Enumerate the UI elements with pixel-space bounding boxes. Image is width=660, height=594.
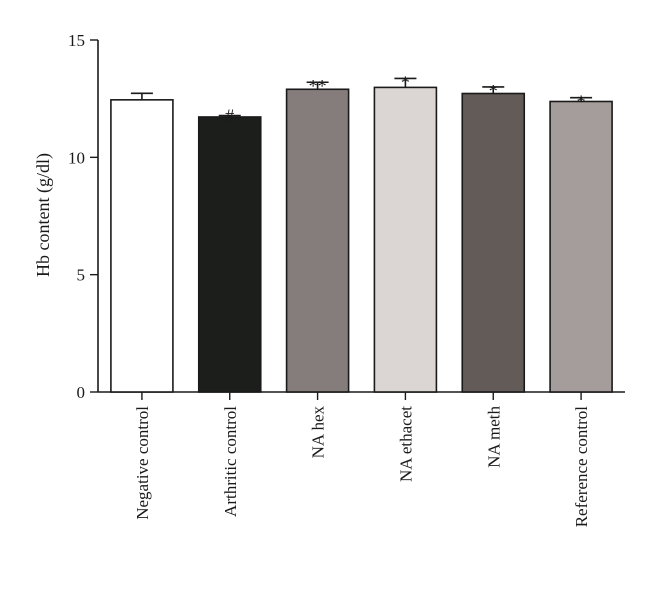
y-axis-label: Hb content (g/dl) xyxy=(33,153,54,277)
x-tick-label: NA ethacet xyxy=(396,406,415,482)
bar xyxy=(197,116,262,393)
x-tick-label: NA meth xyxy=(484,406,503,468)
significance-marker: # xyxy=(225,106,234,126)
x-tick-label: Negative control xyxy=(133,406,152,520)
significance-marker: * xyxy=(577,92,586,112)
y-tick-label: 0 xyxy=(77,383,86,402)
x-tick-label: NA hex xyxy=(309,406,328,459)
significance-marker: ** xyxy=(309,76,327,96)
bars xyxy=(110,77,613,393)
y-tick-label: 15 xyxy=(68,31,85,50)
labels: Negative control#Arthritic control**NA h… xyxy=(133,72,591,527)
bar xyxy=(373,86,438,393)
y-tick-label: 10 xyxy=(68,148,85,167)
significance-marker: * xyxy=(489,81,498,101)
axes: 0 5 10 15 xyxy=(68,31,625,402)
y-tick-label: 5 xyxy=(77,266,86,285)
x-tick-label: Arthritic control xyxy=(221,406,240,517)
bar xyxy=(110,99,174,393)
bar xyxy=(461,92,526,393)
x-tick-label: Reference control xyxy=(572,406,591,528)
bar xyxy=(549,100,613,393)
bar xyxy=(285,88,350,393)
significance-marker: * xyxy=(401,72,410,92)
